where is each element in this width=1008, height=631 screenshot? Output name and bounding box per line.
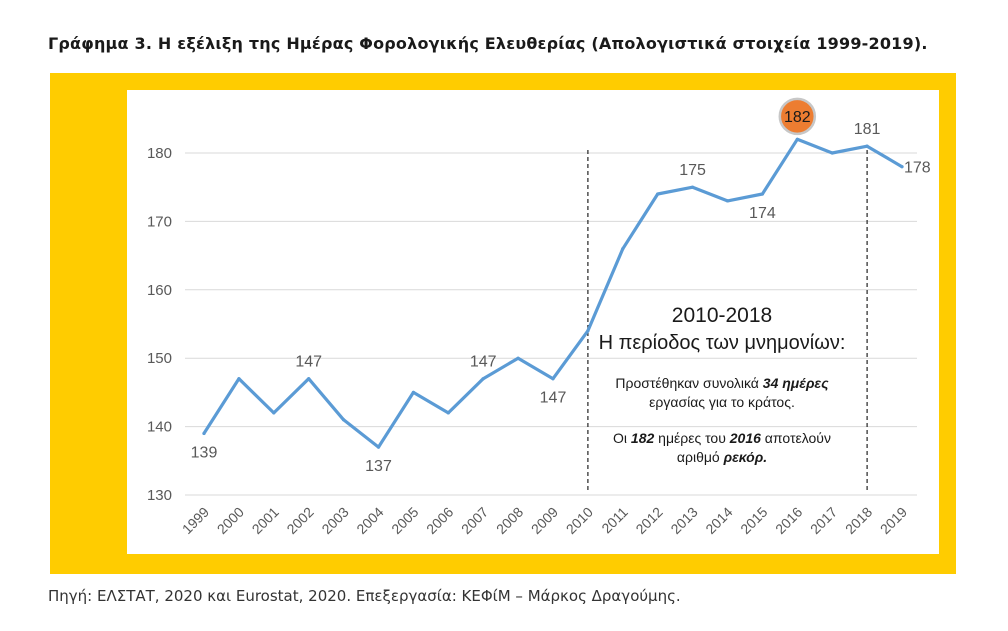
data-point	[691, 185, 695, 189]
x-tick-label: 2015	[737, 504, 770, 537]
data-label: 147	[470, 354, 497, 371]
x-tick-label: 2003	[318, 504, 351, 537]
annotation-text-segment: 2016	[729, 430, 761, 446]
x-tick-label: 2002	[283, 504, 316, 537]
data-point	[411, 390, 415, 394]
annotation-text-segment: 34 ημέρες	[763, 375, 829, 391]
annotation-subheading: Η περίοδος των μνημονίων:	[599, 332, 846, 354]
annotation-heading: 2010-2018	[672, 304, 772, 327]
x-tick-label: 2009	[528, 504, 561, 537]
data-label: 174	[749, 205, 776, 222]
x-tick-label: 2000	[214, 504, 247, 537]
data-point	[760, 192, 765, 196]
data-label: 147	[295, 354, 322, 371]
data-point	[446, 411, 450, 415]
data-point	[551, 377, 555, 381]
chart-title: Γράφημα 3. Η εξέλιξη της Ημέρας Φορολογι…	[48, 34, 928, 53]
x-tick-label: 2007	[458, 504, 491, 537]
data-point	[621, 247, 625, 251]
data-label: 178	[904, 160, 931, 177]
y-tick-label: 160	[147, 282, 172, 299]
data-point	[272, 411, 276, 415]
x-tick-label: 2019	[877, 504, 910, 537]
y-tick-label: 150	[147, 350, 172, 367]
x-tick-label: 2011	[598, 504, 631, 537]
annotation-text-segment: εργασίας για το κράτος.	[649, 394, 795, 410]
x-tick-label: 2010	[563, 504, 596, 537]
data-point	[202, 431, 206, 436]
x-tick-label: 2005	[388, 504, 421, 537]
data-point	[656, 192, 660, 196]
annotation-text-segment: Οι	[613, 430, 631, 446]
highlight-marker	[778, 97, 817, 136]
data-point	[516, 356, 520, 360]
data-point	[795, 137, 799, 141]
x-tick-label: 2014	[702, 504, 735, 537]
x-tick-label: 2013	[667, 504, 700, 537]
annotation-note: Προστέθηκαν συνολικά 34 ημέρες εργασίας γ…	[615, 375, 829, 410]
data-point	[725, 199, 730, 203]
annotation-note: Οι 182 ημέρες του 2016 αποτελούν αριθμό ρ…	[613, 430, 831, 465]
data-point	[307, 377, 311, 381]
data-point	[586, 329, 590, 333]
chart-panel: 130 140 150 160 170 180 1999 2000 2001 2002 2003 20…	[127, 90, 939, 554]
x-tick-label: 1999	[179, 504, 212, 537]
data-label: 181	[854, 121, 881, 138]
y-tick-label: 140	[147, 419, 172, 436]
data-point	[376, 445, 381, 449]
x-tick-label: 2018	[842, 504, 875, 537]
source-note: Πηγή: ΕΛΣΤΑΤ, 2020 και Eurostat, 2020. Ε…	[48, 587, 681, 605]
y-tick-label: 170	[147, 213, 172, 230]
data-point	[237, 377, 241, 381]
annotation-text-segment: ημέρες του	[654, 430, 730, 446]
annotation-text-segment: αποτελούν	[761, 430, 831, 446]
data-label: 137	[365, 458, 392, 475]
x-tick-label: 2008	[493, 504, 526, 537]
x-tick-label: 2016	[772, 504, 805, 537]
data-point	[865, 144, 869, 148]
annotation-text-segment: αριθμό	[677, 449, 724, 465]
data-point	[900, 165, 904, 169]
data-label: 182	[784, 109, 811, 126]
annotation-text-segment: ρεκόρ.	[723, 449, 767, 465]
y-tick-label: 180	[147, 145, 172, 162]
data-label: 139	[191, 444, 218, 461]
annotation-text-segment: 182	[631, 430, 655, 446]
data-point	[481, 377, 485, 381]
x-tick-label: 2001	[249, 504, 282, 537]
annotation-text-segment: Προστέθηκαν συνολικά	[615, 375, 762, 391]
data-point	[830, 151, 834, 155]
x-tick-label: 2012	[632, 504, 665, 537]
data-point	[342, 418, 346, 422]
data-label: 147	[540, 390, 567, 407]
x-tick-label: 2017	[807, 504, 840, 537]
data-label: 175	[679, 162, 706, 179]
x-tick-label: 2006	[423, 504, 456, 537]
y-tick-label: 130	[147, 487, 172, 504]
x-tick-label: 2004	[353, 504, 386, 537]
